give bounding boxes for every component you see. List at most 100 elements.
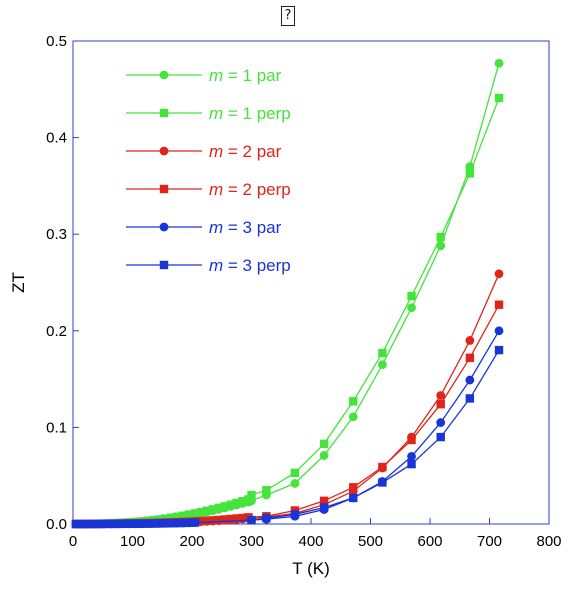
legend-symbol: m [209,66,223,85]
legend-symbol: m [209,218,223,237]
data-point [494,58,504,68]
x-tick-label: 200 [179,533,204,550]
data-point [244,495,253,504]
x-tick-label: 400 [298,533,323,550]
data-point [119,519,128,529]
data-point [83,519,93,529]
data-point [226,514,235,524]
data-point [407,435,416,445]
legend-label: = 2 par [223,142,281,161]
data-point [238,497,247,506]
legend-entry: m = 2 par [209,142,282,161]
data-point [378,360,387,370]
legend-label: = 3 perp [223,256,291,275]
data-point [71,519,81,529]
y-tick-label: 0.2 [46,323,67,340]
data-point [137,519,146,528]
data-point [465,336,475,345]
data-point [89,519,99,529]
data-point [196,507,206,517]
data-point [247,490,256,500]
data-point [262,514,271,523]
series-line [76,63,500,525]
data-point [208,516,218,525]
data-point [436,232,445,242]
data-point [436,418,446,427]
data-point [178,518,188,528]
data-point [131,519,140,528]
data-point [319,451,329,460]
data-point [465,394,475,403]
missing-glyph-icon: ? [281,6,295,26]
data-point [178,511,188,520]
x-tick-label: 100 [120,533,145,550]
data-point [202,516,212,525]
data-point [208,505,218,514]
legend-marker [159,260,169,270]
data-point [190,518,200,527]
data-point [143,519,152,528]
legend-entry: m = 1 perp [209,104,291,123]
data-point [77,519,87,529]
data-point [319,503,329,512]
y-tick-label: 0.3 [46,226,67,243]
data-point [349,493,358,503]
data-point [494,300,504,309]
legend-marker [159,222,169,232]
data-point [166,519,176,528]
legend-entry: m = 3 perp [209,256,291,275]
x-tick-label: 0 [69,533,77,550]
data-point [220,502,229,511]
data-point [190,509,200,518]
legend-marker [159,70,169,80]
data-point [319,439,329,449]
data-point [436,391,446,400]
data-point [465,375,475,385]
x-tick-label: 700 [477,533,502,550]
data-point [494,326,504,336]
legend-marker [159,146,169,156]
data-point [101,519,110,529]
data-point [494,93,504,103]
data-point [232,514,241,523]
series-line [76,97,500,525]
data-point [349,483,358,492]
data-point [465,353,475,363]
data-point [348,412,358,422]
data-point [290,468,300,478]
data-point [407,451,416,461]
data-point [166,513,176,522]
legend-label: = 1 par [223,66,281,85]
legend-label: = 1 perp [223,104,291,123]
legend-marker [159,184,169,194]
series-line [76,330,500,525]
y-tick-label: 0.5 [46,33,67,50]
y-tick-label: 0.4 [46,130,67,147]
data-point [125,519,134,529]
x-tick-label: 500 [358,533,383,550]
data-point [407,291,416,301]
data-point [107,519,116,529]
data-point [220,515,229,524]
data-point [184,518,194,527]
data-point [378,348,387,358]
data-point [238,513,247,523]
legend-entry: m = 3 par [209,218,282,237]
x-tick-label: 600 [417,533,442,550]
data-point [262,485,271,495]
legend-label: = 2 perp [223,180,291,199]
data-point [214,515,223,525]
data-point [161,519,170,528]
x-tick-label: 300 [239,533,264,550]
data-point [196,516,206,526]
data-point [319,496,329,506]
data-point [436,400,445,409]
legend-symbol: m [209,180,223,199]
data-point [184,510,194,519]
data-point [494,345,504,355]
data-point [113,519,122,529]
x-axis-label: T (K) [292,559,329,578]
data-point [247,515,256,525]
x-tick-label: 800 [536,533,561,550]
